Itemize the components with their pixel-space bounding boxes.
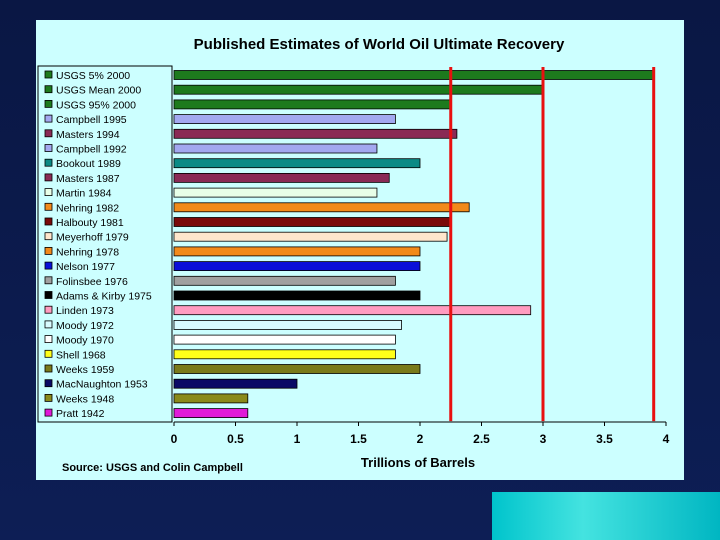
bar (173, 158, 421, 169)
legend-label: Folinsbee 1976 (56, 276, 128, 288)
corner-accent-block (492, 492, 720, 540)
x-tick-label: 1 (294, 432, 301, 446)
x-axis-label: Trillions of Barrels (361, 455, 475, 470)
legend-swatch (44, 379, 53, 388)
legend-label: Nelson 1977 (56, 261, 115, 273)
legend-swatch (44, 129, 53, 138)
legend-swatch (44, 393, 53, 402)
legend-label: Masters 1994 (56, 129, 120, 141)
legend-swatch (44, 335, 53, 344)
bar (173, 393, 249, 404)
legend-label: Meyerhoff 1979 (56, 232, 129, 244)
legend-label: Linden 1973 (56, 305, 114, 317)
bar (173, 290, 421, 301)
legend-swatch (44, 114, 53, 123)
bar (173, 349, 396, 360)
legend-label: USGS Mean 2000 (56, 85, 141, 97)
legend-label: Pratt 1942 (56, 408, 105, 420)
legend-label: Campbell 1995 (56, 114, 127, 126)
legend-swatch (44, 202, 53, 211)
chart-title: Published Estimates of World Oil Ultimat… (194, 36, 565, 53)
bar (173, 217, 452, 227)
x-tick-label: 0.5 (227, 432, 244, 446)
bar (173, 202, 470, 213)
x-tick-label: 4 (663, 432, 670, 446)
x-tick-label: 0 (171, 432, 178, 446)
legend-label: Weeks 1948 (56, 393, 114, 405)
bar (173, 70, 655, 80)
legend-label: Moody 1970 (56, 335, 114, 347)
legend-label: Shell 1968 (56, 349, 106, 361)
bar (173, 261, 421, 272)
legend-label: Masters 1987 (56, 173, 120, 185)
legend-swatch (44, 261, 53, 270)
x-tick-label: 2.5 (473, 432, 490, 446)
bar (173, 378, 298, 389)
legend-swatch (44, 364, 53, 373)
bar (173, 305, 532, 316)
bar (173, 364, 421, 374)
x-tick-label: 3.5 (596, 432, 613, 446)
legend-swatch (44, 173, 53, 182)
legend-swatch (44, 349, 53, 358)
bar (173, 275, 396, 286)
legend-label: Halbouty 1981 (56, 217, 124, 229)
legend-label: Bookout 1989 (56, 158, 121, 170)
chart-panel: Published Estimates of World Oil Ultimat… (36, 20, 684, 480)
legend-label: Nehring 1982 (56, 202, 119, 214)
bar (173, 99, 452, 110)
legend-label: MacNaughton 1953 (56, 379, 148, 391)
legend-label: Weeks 1959 (56, 364, 114, 376)
plot-border (37, 65, 173, 423)
bar (173, 172, 390, 183)
legend-label: USGS 95% 2000 (56, 99, 136, 111)
legend-swatch (44, 246, 53, 255)
x-tick-label: 2 (417, 432, 424, 446)
bar (173, 187, 378, 198)
legend-swatch (44, 158, 53, 167)
bar (173, 114, 396, 124)
legend-swatch (44, 188, 53, 197)
legend-label: USGS 5% 2000 (56, 70, 130, 82)
legend-label: Campbell 1992 (56, 144, 127, 156)
legend-label: Adams & Kirby 1975 (56, 291, 152, 303)
legend-swatch (44, 291, 53, 299)
legend-swatch (44, 320, 53, 329)
bar (173, 319, 402, 330)
bar (173, 143, 378, 154)
bar (173, 84, 544, 95)
chart: Published Estimates of World Oil Ultimat… (37, 36, 670, 474)
legend-swatch (44, 217, 53, 226)
legend-label: Nehring 1978 (56, 246, 119, 258)
x-tick-label: 1.5 (350, 432, 367, 446)
legend-swatch (44, 144, 53, 152)
legend-swatch (44, 305, 53, 314)
bar (173, 408, 249, 419)
legend-swatch (44, 408, 53, 417)
legend-swatch (44, 276, 53, 285)
bar (173, 128, 458, 139)
legend-swatch (44, 85, 53, 94)
legend-swatch (44, 100, 53, 108)
source-note: Source: USGS and Colin Campbell (62, 462, 243, 474)
legend-swatch (44, 232, 53, 241)
legend-label: Moody 1972 (56, 320, 114, 332)
bar (173, 246, 421, 257)
bar (173, 334, 396, 345)
x-tick-label: 3 (540, 432, 547, 446)
bar (173, 231, 448, 242)
legend-swatch (44, 70, 53, 79)
legend-label: Martin 1984 (56, 188, 112, 200)
